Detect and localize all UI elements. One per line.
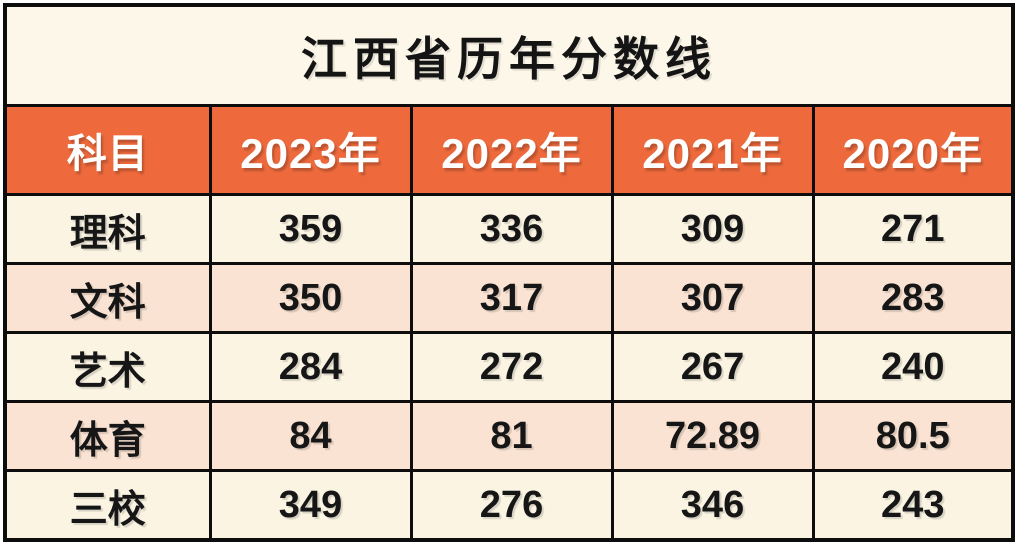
score-cell: 309 bbox=[610, 193, 815, 265]
score-cell: 307 bbox=[610, 262, 815, 334]
score-cell: 336 bbox=[409, 193, 614, 265]
score-cell: 272 bbox=[409, 331, 614, 403]
col-header-subject: 科目 bbox=[3, 104, 212, 196]
table-header-row: 科目 2023年 2022年 2021年 2020年 bbox=[3, 104, 1015, 196]
score-table: 江西省历年分数线 科目 2023年 2022年 2021年 2020年 理科 3… bbox=[3, 3, 1015, 542]
score-cell: 283 bbox=[811, 262, 1015, 334]
score-cell: 80.5 bbox=[811, 400, 1015, 472]
score-cell: 359 bbox=[208, 193, 413, 265]
score-cell: 317 bbox=[409, 262, 614, 334]
table-row-wenke: 文科 350 317 307 283 bbox=[3, 262, 1015, 334]
score-cell: 271 bbox=[811, 193, 1015, 265]
table-row-sanxiao: 三校 349 276 346 243 bbox=[3, 469, 1015, 542]
table-title: 江西省历年分数线 bbox=[3, 3, 1015, 107]
col-header-2020: 2020年 bbox=[811, 104, 1015, 196]
table-row-like: 理科 359 336 309 271 bbox=[3, 193, 1015, 265]
row-label-sanxiao: 三校 bbox=[3, 469, 212, 542]
score-cell: 276 bbox=[409, 469, 614, 542]
table-row-tiyu: 体育 84 81 72.89 80.5 bbox=[3, 400, 1015, 472]
col-header-2021: 2021年 bbox=[610, 104, 815, 196]
row-label-wenke: 文科 bbox=[3, 262, 212, 334]
row-label-like: 理科 bbox=[3, 193, 212, 265]
col-header-2022: 2022年 bbox=[409, 104, 614, 196]
score-cell: 84 bbox=[208, 400, 413, 472]
score-cell: 284 bbox=[208, 331, 413, 403]
col-header-2023: 2023年 bbox=[208, 104, 413, 196]
score-cell: 349 bbox=[208, 469, 413, 542]
score-cell: 72.89 bbox=[610, 400, 815, 472]
row-label-yishu: 艺术 bbox=[3, 331, 212, 403]
score-cell: 240 bbox=[811, 331, 1015, 403]
table-row-yishu: 艺术 284 272 267 240 bbox=[3, 331, 1015, 403]
score-cell: 267 bbox=[610, 331, 815, 403]
score-cell: 350 bbox=[208, 262, 413, 334]
score-cell: 346 bbox=[610, 469, 815, 542]
score-cell: 81 bbox=[409, 400, 614, 472]
table-title-row: 江西省历年分数线 bbox=[3, 3, 1015, 107]
score-cell: 243 bbox=[811, 469, 1015, 542]
row-label-tiyu: 体育 bbox=[3, 400, 212, 472]
